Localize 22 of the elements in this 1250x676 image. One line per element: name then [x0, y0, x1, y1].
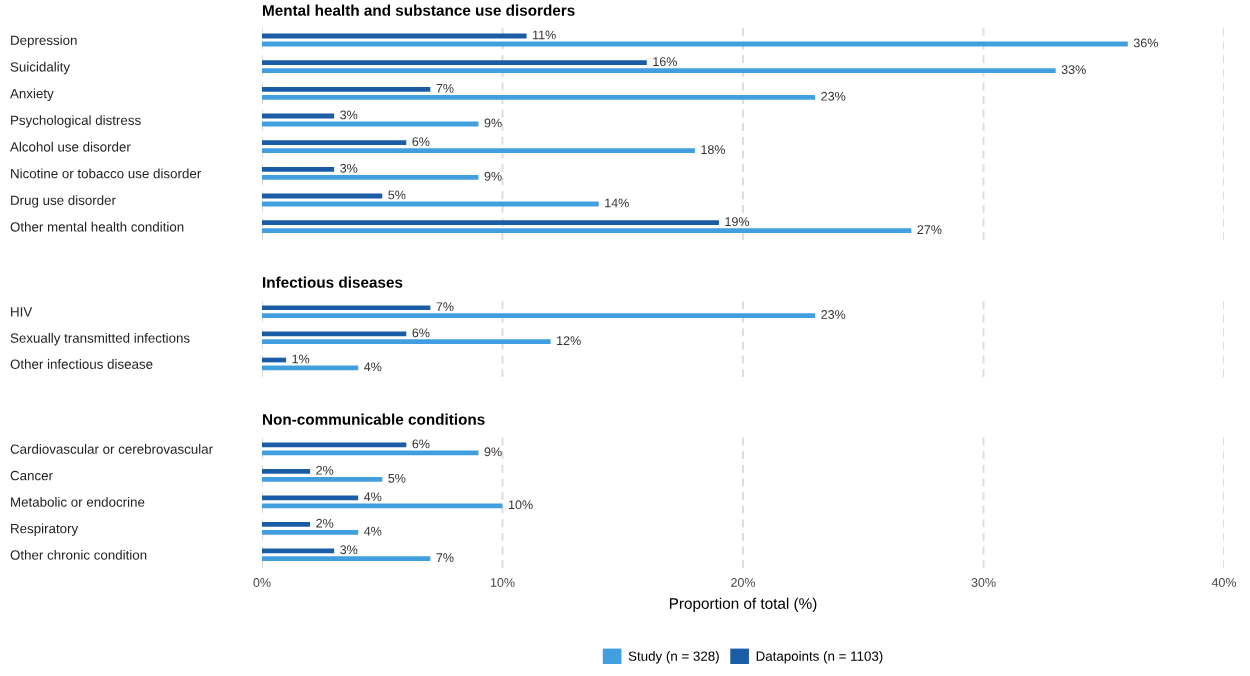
bar [262, 469, 311, 474]
bar [262, 476, 383, 482]
bar [262, 529, 359, 535]
bar [262, 503, 503, 509]
bar [262, 148, 695, 154]
bar [262, 305, 431, 311]
bar [262, 140, 407, 146]
bar [262, 313, 816, 318]
bar [262, 521, 311, 527]
bar [262, 556, 431, 562]
bar [262, 228, 912, 234]
bar [262, 86, 431, 92]
bar [262, 60, 647, 66]
bar [262, 94, 816, 100]
bar [262, 339, 551, 345]
bar [262, 220, 719, 226]
bar [262, 174, 479, 180]
bar [262, 450, 479, 456]
bar [262, 548, 335, 554]
bar [262, 68, 1056, 74]
bar [262, 166, 335, 172]
bar [262, 495, 359, 501]
